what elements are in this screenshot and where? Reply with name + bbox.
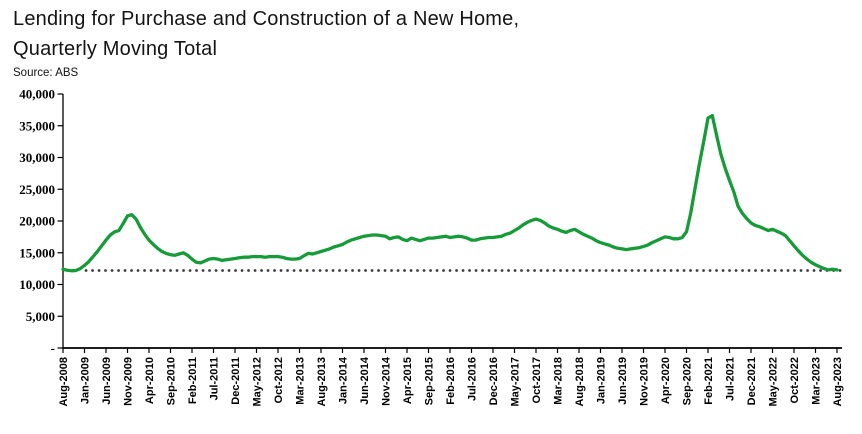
x-axis-label: Jun-2019 [617,357,629,405]
x-axis-label: May-2012 [252,357,264,407]
x-axis-label: May-2022 [768,357,780,407]
x-axis-label: Sep-2015 [424,357,436,405]
x-axis-label: Apr-2020 [660,357,672,404]
x-axis-label: Jan-2014 [338,356,350,404]
chart-header: Lending for Purchase and Construction of… [13,4,519,79]
x-axis-label: Feb-2021 [703,357,715,405]
y-axis-label: 35,000 [19,118,55,133]
x-axis-label: Jan-2009 [80,357,92,404]
x-axis-label: Dec-2016 [488,357,500,405]
x-axis-label: Dec-2011 [230,357,242,405]
x-axis-label: Jul-2021 [725,357,737,401]
y-axis-label: 20,000 [19,214,55,229]
x-axis-label: Mar-2018 [553,357,565,405]
x-axis-label: Apr-2010 [144,357,156,404]
y-axis-label: 15,000 [19,245,55,260]
x-axis-label: Jul-2011 [209,357,221,400]
x-axis-label: Nov-2014 [381,356,393,406]
x-axis-label: Nov-2019 [639,357,651,406]
x-axis-label: Jul-2016 [467,357,479,401]
x-axis-label: Jun-2014 [359,356,371,405]
x-axis-label: Jun-2009 [101,357,113,405]
x-axis-label: Aug-2008 [58,357,70,407]
x-axis-label: Mar-2013 [295,357,307,405]
x-axis-label: Mar-2023 [811,357,823,405]
y-axis-label: 25,000 [19,182,55,197]
chart-title-line2: Quarterly Moving Total [13,38,218,60]
x-axis-label: Aug-2023 [832,357,844,407]
chart-source: Source: ABS [13,67,79,79]
x-axis-label: Aug-2013 [316,357,328,407]
x-axis-label: Sep-2020 [682,357,694,405]
line-series [61,113,839,273]
x-axis-label: Feb-2011 [187,357,199,404]
x-axis-label: Oct-2022 [789,357,801,403]
x-axis-label: May-2017 [510,357,522,407]
x-axis-label: Dec-2021 [746,357,758,405]
y-axis-label: - [51,341,55,356]
x-axis-label: Apr-2015 [402,357,414,404]
x-axis-label: Oct-2017 [531,357,543,403]
y-axis-label: 10,000 [19,277,55,292]
x-axis-label: Sep-2010 [166,357,178,405]
x-axis-label: Aug-2018 [574,357,586,407]
y-axis-label: 30,000 [19,150,55,165]
y-axis-label: 5,000 [26,309,55,324]
x-axis-label: Jan-2019 [596,357,608,404]
x-axis-label: Nov-2009 [123,357,135,406]
x-axis-label: Feb-2016 [445,357,457,405]
x-axis-label: Oct-2012 [273,357,285,403]
y-axis-label: 40,000 [19,87,55,102]
chart-title-line1: Lending for Purchase and Construction of… [13,8,520,30]
